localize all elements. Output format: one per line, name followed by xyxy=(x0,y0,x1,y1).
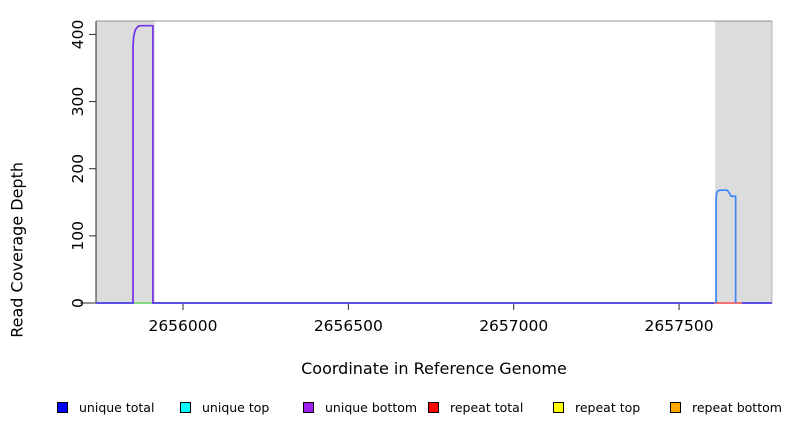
y-tick-label: 400 xyxy=(69,20,87,50)
legend-label: unique top xyxy=(202,399,270,415)
y-tick-label: 300 xyxy=(69,87,87,117)
legend-item-unique-top: unique top xyxy=(180,398,269,416)
legend-item-unique-total: unique total xyxy=(57,398,154,416)
legend-label: repeat top xyxy=(575,399,641,415)
legend-item-repeat-total: repeat total xyxy=(428,398,523,416)
legend-swatch-repeat-top xyxy=(553,401,564,413)
legend-label: repeat total xyxy=(450,399,524,415)
x-axis-title: Coordinate in Reference Genome xyxy=(301,359,567,378)
legend-item-repeat-bottom: repeat bottom xyxy=(670,398,782,416)
shaded-region-left xyxy=(96,21,155,303)
legend-swatch-unique-total xyxy=(57,401,68,413)
legend-swatch-unique-bottom xyxy=(303,401,314,413)
legend-swatch-unique-top xyxy=(180,401,191,413)
legend-item-repeat-top: repeat top xyxy=(553,398,640,416)
legend-label: unique bottom xyxy=(325,399,418,415)
legend-swatch-repeat-bottom xyxy=(670,401,681,413)
series-unique-coverage-left-peak xyxy=(132,24,154,303)
x-tick-label: 2657000 xyxy=(479,317,548,335)
y-tick-label: 200 xyxy=(69,154,87,184)
shaded-region-right xyxy=(715,21,772,303)
y-tick-label: 100 xyxy=(69,221,87,251)
legend: unique total unique top unique bottom repea… xyxy=(0,398,792,422)
x-tick-label: 2656500 xyxy=(314,317,383,335)
legend-item-unique-bottom: unique bottom xyxy=(303,398,417,416)
legend-swatch-repeat-total xyxy=(428,401,439,413)
x-tick-label: 2657500 xyxy=(645,317,714,335)
legend-label: unique total xyxy=(79,399,155,415)
y-tick-label: 0 xyxy=(69,298,87,308)
x-tick-label: 2656000 xyxy=(148,317,217,335)
legend-label: repeat bottom xyxy=(692,399,782,415)
series-unique-coverage-right-peak xyxy=(715,189,737,303)
y-axis-title-text: Read Coverage Depth xyxy=(7,161,27,338)
